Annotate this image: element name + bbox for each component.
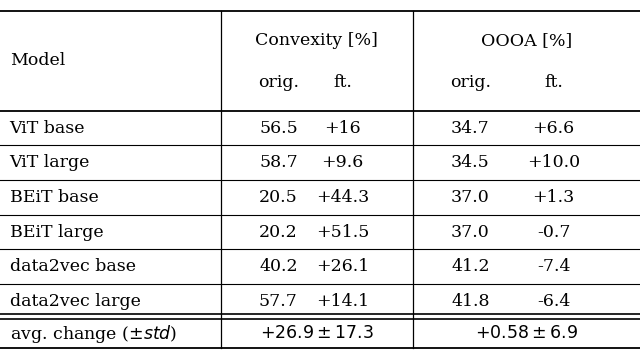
Text: orig.: orig.: [450, 74, 491, 91]
Text: BEiT base: BEiT base: [10, 189, 99, 206]
Text: +10.0: +10.0: [527, 154, 580, 171]
Text: $+26.9 \pm 17.3$: $+26.9 \pm 17.3$: [260, 325, 374, 342]
Text: avg. change ($\pm\mathit{std}$): avg. change ($\pm\mathit{std}$): [10, 322, 177, 345]
Text: 37.0: 37.0: [451, 189, 490, 206]
Text: ft.: ft.: [544, 74, 563, 91]
Text: 58.7: 58.7: [259, 154, 298, 171]
Text: Model: Model: [10, 52, 65, 69]
Text: -7.4: -7.4: [537, 258, 570, 275]
Text: +16: +16: [324, 120, 361, 137]
Text: 20.5: 20.5: [259, 189, 298, 206]
Text: ViT large: ViT large: [10, 154, 90, 171]
Text: 37.0: 37.0: [451, 224, 490, 240]
Text: +14.1: +14.1: [316, 293, 369, 310]
Text: 34.5: 34.5: [451, 154, 490, 171]
Text: +6.6: +6.6: [532, 120, 575, 137]
Text: +44.3: +44.3: [316, 189, 369, 206]
Text: +26.1: +26.1: [316, 258, 369, 275]
Text: orig.: orig.: [258, 74, 299, 91]
Text: ViT base: ViT base: [10, 120, 85, 137]
Text: +1.3: +1.3: [532, 189, 575, 206]
Text: 57.7: 57.7: [259, 293, 298, 310]
Text: BEiT large: BEiT large: [10, 224, 103, 240]
Text: ft.: ft.: [333, 74, 352, 91]
Text: 34.7: 34.7: [451, 120, 490, 137]
Text: Convexity [%]: Convexity [%]: [255, 32, 378, 49]
Text: 56.5: 56.5: [259, 120, 298, 137]
Text: 41.2: 41.2: [451, 258, 490, 275]
Text: data2vec large: data2vec large: [10, 293, 140, 310]
Text: OOOA [%]: OOOA [%]: [481, 32, 572, 49]
Text: -6.4: -6.4: [537, 293, 570, 310]
Text: 41.8: 41.8: [451, 293, 490, 310]
Text: 40.2: 40.2: [259, 258, 298, 275]
Text: data2vec base: data2vec base: [10, 258, 136, 275]
Text: +9.6: +9.6: [321, 154, 364, 171]
Text: 20.2: 20.2: [259, 224, 298, 240]
Text: $+0.58 \pm 6.9$: $+0.58 \pm 6.9$: [475, 325, 578, 342]
Text: -0.7: -0.7: [537, 224, 570, 240]
Text: +51.5: +51.5: [316, 224, 369, 240]
